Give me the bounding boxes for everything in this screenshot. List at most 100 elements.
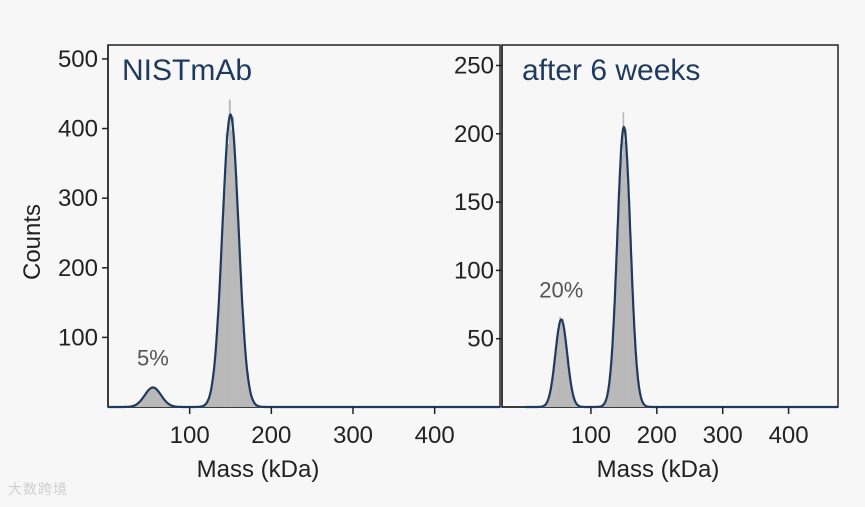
- histogram-bar: [625, 129, 627, 407]
- x-tick-label: 100: [170, 422, 210, 449]
- histogram-bar: [214, 357, 217, 407]
- histogram-bar: [163, 399, 166, 407]
- x-tick-label: 200: [637, 422, 677, 449]
- histogram-bar: [622, 112, 625, 407]
- x-tick-label: 400: [415, 422, 455, 449]
- histogram-bar: [565, 346, 568, 407]
- histogram-bar: [560, 322, 563, 407]
- histogram-bar: [612, 341, 614, 407]
- histogram-bar: [604, 402, 606, 407]
- y-tick-label: 200: [454, 121, 494, 148]
- histogram-bar: [552, 371, 555, 407]
- histogram-bar: [245, 361, 248, 407]
- panel-title: NISTmAb: [122, 54, 252, 87]
- histogram-bar: [569, 381, 572, 407]
- histogram-bar: [613, 316, 615, 407]
- histogram-bar: [250, 393, 253, 407]
- histogram-bar: [634, 336, 637, 407]
- histogram-bar: [240, 276, 243, 407]
- histogram-bar: [559, 316, 561, 407]
- x-tick-label: 100: [571, 422, 611, 449]
- histogram-bar: [235, 176, 238, 407]
- x-axis-label: Mass (kDa): [197, 456, 320, 483]
- histogram-bar: [610, 359, 613, 407]
- x-tick-label: 200: [251, 422, 291, 449]
- histogram-bar: [145, 393, 148, 407]
- histogram-bar: [248, 386, 251, 407]
- histogram-bar: [237, 210, 239, 407]
- histogram-bar: [551, 379, 554, 407]
- histogram-bar: [238, 250, 241, 407]
- histogram-bar: [627, 185, 630, 407]
- histogram-bar: [161, 396, 164, 407]
- y-tick-label: 200: [58, 255, 98, 282]
- histogram-bar: [230, 129, 233, 407]
- histogram-bar: [220, 253, 223, 407]
- histogram-bar: [215, 338, 218, 407]
- histogram-bar: [139, 401, 141, 407]
- histogram-bar: [222, 202, 225, 407]
- histogram-bar: [160, 395, 163, 407]
- histogram-bar: [572, 395, 575, 407]
- histogram-bar: [614, 283, 617, 407]
- histogram-bar: [605, 398, 608, 407]
- histogram-bar: [619, 144, 622, 407]
- panel-nistmab: 100 200 300 400 500 100 200 300 400 Mass (kDa) NIS…: [58, 44, 501, 483]
- histogram-bar: [243, 334, 246, 407]
- x-tick-label: 300: [333, 422, 373, 449]
- histogram-bar: [166, 403, 169, 407]
- histogram-bar: [641, 399, 643, 407]
- histogram-bar: [639, 393, 642, 407]
- histogram-bar: [142, 397, 145, 407]
- histogram-bar: [556, 332, 559, 407]
- y-tick-label: 250: [454, 52, 494, 79]
- histogram-bar: [629, 218, 631, 407]
- histogram-bar: [158, 392, 161, 407]
- histogram-bar: [554, 357, 556, 407]
- histogram-bar: [563, 328, 565, 407]
- histogram-bar: [228, 99, 231, 407]
- histogram-bar: [153, 386, 156, 407]
- histogram-bar: [143, 394, 146, 407]
- peak-percent-label: 20%: [539, 278, 583, 303]
- histogram-bar: [621, 154, 623, 407]
- histogram-bar: [137, 402, 140, 407]
- histogram-bar: [550, 388, 552, 407]
- histogram-bar: [232, 117, 235, 407]
- histogram-bar: [152, 388, 155, 407]
- histogram-bar: [148, 389, 151, 407]
- histogram-bar: [206, 402, 208, 407]
- x-tick-label: 300: [703, 422, 743, 449]
- histogram-bar: [555, 350, 557, 407]
- histogram-bar: [633, 319, 635, 407]
- histogram-bar: [630, 257, 633, 407]
- histogram-bar: [631, 281, 634, 407]
- y-tick-label: 100: [454, 257, 494, 284]
- histogram-bar: [210, 384, 213, 407]
- histogram-bar: [568, 369, 571, 407]
- histogram-bar: [135, 404, 138, 407]
- histogram-bar: [561, 318, 564, 407]
- histogram-bar: [567, 360, 569, 407]
- histogram-bar: [637, 374, 639, 407]
- histogram-bar: [638, 387, 640, 407]
- y-tick-label: 50: [467, 326, 494, 353]
- histogram-bar: [609, 377, 612, 407]
- histogram-bar: [246, 372, 249, 407]
- histogram-bar: [150, 386, 153, 407]
- histogram-bar: [546, 401, 548, 407]
- histogram-bar: [635, 362, 638, 407]
- histogram-bar: [575, 402, 577, 407]
- histogram-bar: [147, 389, 150, 407]
- histogram-bar: [165, 400, 168, 407]
- fit-curve: [525, 125, 838, 409]
- histogram-bar: [219, 278, 221, 407]
- histogram-bar: [207, 398, 210, 407]
- histogram-bar: [227, 143, 230, 407]
- histogram-bar: [608, 385, 610, 407]
- histogram-bar: [564, 336, 567, 407]
- histogram-bar: [606, 394, 609, 407]
- histogram-bar: [212, 375, 215, 407]
- x-tick-label: 400: [769, 422, 809, 449]
